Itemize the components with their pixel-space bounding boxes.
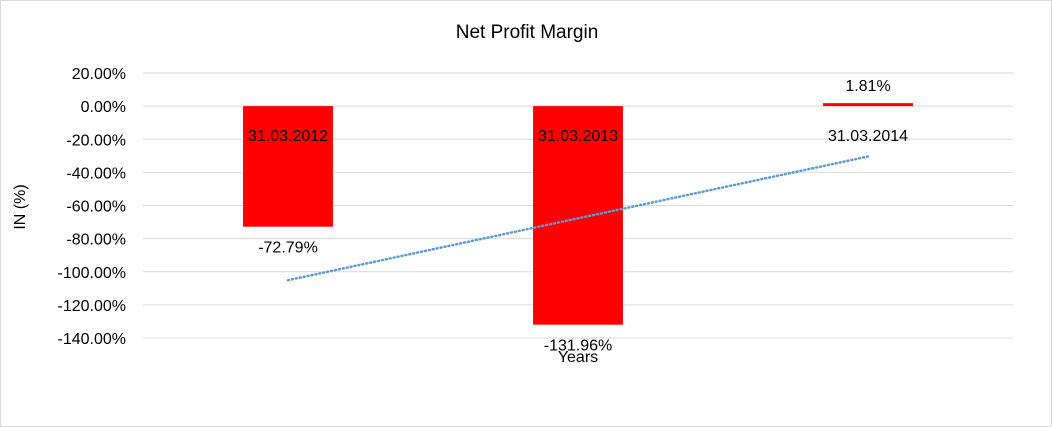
data-labels: -72.79% -131.96% 1.81% [258,78,890,355]
category-labels: 31.03.2012 31.03.2013 31.03.2014 [248,128,908,145]
y-tick-label: 0.00% [81,99,126,116]
y-tick-label: -140.00% [58,331,127,348]
y-tick-label: -100.00% [58,265,127,282]
bar-31.03.2013 [533,106,623,325]
chart-title: Net Profit Margin [456,22,599,43]
x-axis-title: Years [558,349,598,366]
y-tick-label: -60.00% [66,199,126,216]
trendline-layer [286,155,870,282]
y-tick-label: -80.00% [66,232,126,249]
category-label: 31.03.2012 [248,128,328,145]
category-label: 31.03.2014 [828,128,908,145]
y-tick-label: -20.00% [66,132,126,149]
y-axis-title: IN (%) [12,184,29,229]
category-label: 31.03.2013 [538,128,618,145]
y-tick-label: 20.00% [72,66,126,83]
data-label: -131.96% [544,338,613,355]
trendline [286,155,870,282]
bars [243,103,913,325]
y-tick-label: -120.00% [58,298,127,315]
bar-31.03.2012 [243,106,333,227]
data-label: -72.79% [258,240,318,257]
y-axis-ticks: 20.00% 0.00% -20.00% -40.00% -60.00% -80.00% -… [58,66,127,348]
y-tick-label: -40.00% [66,165,126,182]
bar-31.03.2014 [823,103,913,107]
data-label: 1.81% [845,78,890,95]
